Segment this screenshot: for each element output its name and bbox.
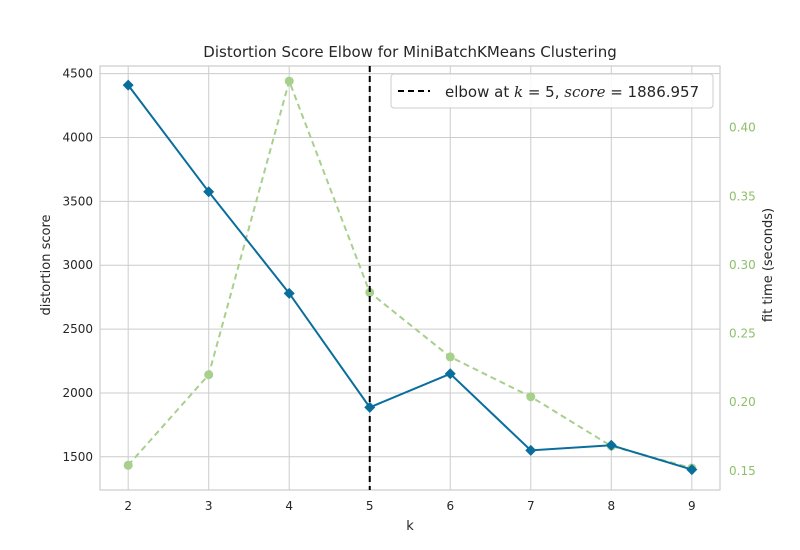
x-tick-label: 9 <box>688 499 696 513</box>
fit-time-point <box>204 370 214 380</box>
fit-time-point <box>284 76 294 86</box>
x-tick-label: 2 <box>124 499 132 513</box>
legend-k-symbol: k <box>514 83 523 101</box>
distortion-point <box>444 368 456 380</box>
distortion-point <box>203 186 215 198</box>
distortion-point <box>364 401 376 413</box>
chart-title: Distortion Score Elbow for MiniBatchKMea… <box>203 43 616 61</box>
tick-labels: 2 3 4 5 6 7 8 9 1500 2000 2500 3000 3500 4000 4500 0.15… <box>62 67 755 513</box>
legend: elbow at k = 5, score = 1886.957 <box>390 73 714 109</box>
distortion-point <box>605 439 617 451</box>
x-tick-label: 4 <box>285 499 293 513</box>
x-tick-label: 8 <box>607 499 615 513</box>
x-axis-label: k <box>406 519 414 534</box>
legend-k-value: = 5, <box>523 83 564 101</box>
distortion-point <box>686 464 698 476</box>
legend-score-symbol: score <box>564 83 605 101</box>
y2-tick-label: 0.40 <box>729 121 756 135</box>
y2-tick-label: 0.20 <box>729 395 756 409</box>
fit-time-line <box>127 77 693 470</box>
legend-prefix: elbow at <box>445 83 514 101</box>
axes-frame <box>99 65 721 491</box>
y2-axis-label: fit time (seconds) <box>761 208 776 322</box>
distortion-series <box>122 79 698 476</box>
fit-time-point <box>365 287 375 297</box>
distortion-point <box>525 444 537 456</box>
x-tick-label: 6 <box>446 499 454 513</box>
x-tick-label: 3 <box>205 499 213 513</box>
y-tick-label: 4500 <box>62 67 93 81</box>
fit-time-point <box>445 352 455 362</box>
y-axis-label: distortion score <box>39 215 54 316</box>
fit-time-point <box>526 392 536 402</box>
y2-tick-label: 0.35 <box>729 189 756 203</box>
legend-score-value: = 1886.957 <box>605 83 699 101</box>
distortion-point <box>283 287 295 299</box>
legend-label: elbow at k = 5, score = 1886.957 <box>445 83 699 101</box>
y-tick-label: 2000 <box>62 386 93 400</box>
distortion-point <box>122 79 134 91</box>
y-tick-label: 4000 <box>62 131 93 145</box>
legend-box <box>390 73 714 109</box>
distortion-line <box>127 84 693 471</box>
x-tick-label: 7 <box>527 499 535 513</box>
fit-time-point <box>123 460 133 470</box>
plot-area-border <box>99 65 721 491</box>
y-tick-label: 3000 <box>62 258 93 272</box>
y-tick-label: 1500 <box>62 450 93 464</box>
y-tick-label: 2500 <box>62 322 93 336</box>
y2-tick-label: 0.15 <box>729 464 756 478</box>
y-tick-label: 3500 <box>62 194 93 208</box>
y2-tick-label: 0.30 <box>729 258 756 272</box>
y2-tick-label: 0.25 <box>729 327 756 341</box>
x-tick-label: 5 <box>366 499 374 513</box>
